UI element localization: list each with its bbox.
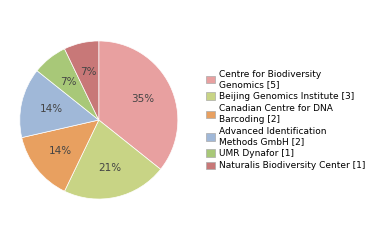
Wedge shape: [65, 41, 99, 120]
Legend: Centre for Biodiversity
Genomics [5], Beijing Genomics Institute [3], Canadian C: Centre for Biodiversity Genomics [5], Be…: [206, 70, 366, 170]
Wedge shape: [99, 41, 178, 169]
Wedge shape: [22, 120, 99, 191]
Wedge shape: [65, 120, 161, 199]
Wedge shape: [20, 71, 99, 138]
Text: 7%: 7%: [60, 77, 76, 87]
Text: 14%: 14%: [40, 104, 63, 114]
Text: 14%: 14%: [49, 145, 72, 156]
Text: 35%: 35%: [131, 94, 155, 104]
Text: 21%: 21%: [98, 163, 121, 173]
Wedge shape: [37, 49, 99, 120]
Text: 7%: 7%: [80, 67, 96, 77]
